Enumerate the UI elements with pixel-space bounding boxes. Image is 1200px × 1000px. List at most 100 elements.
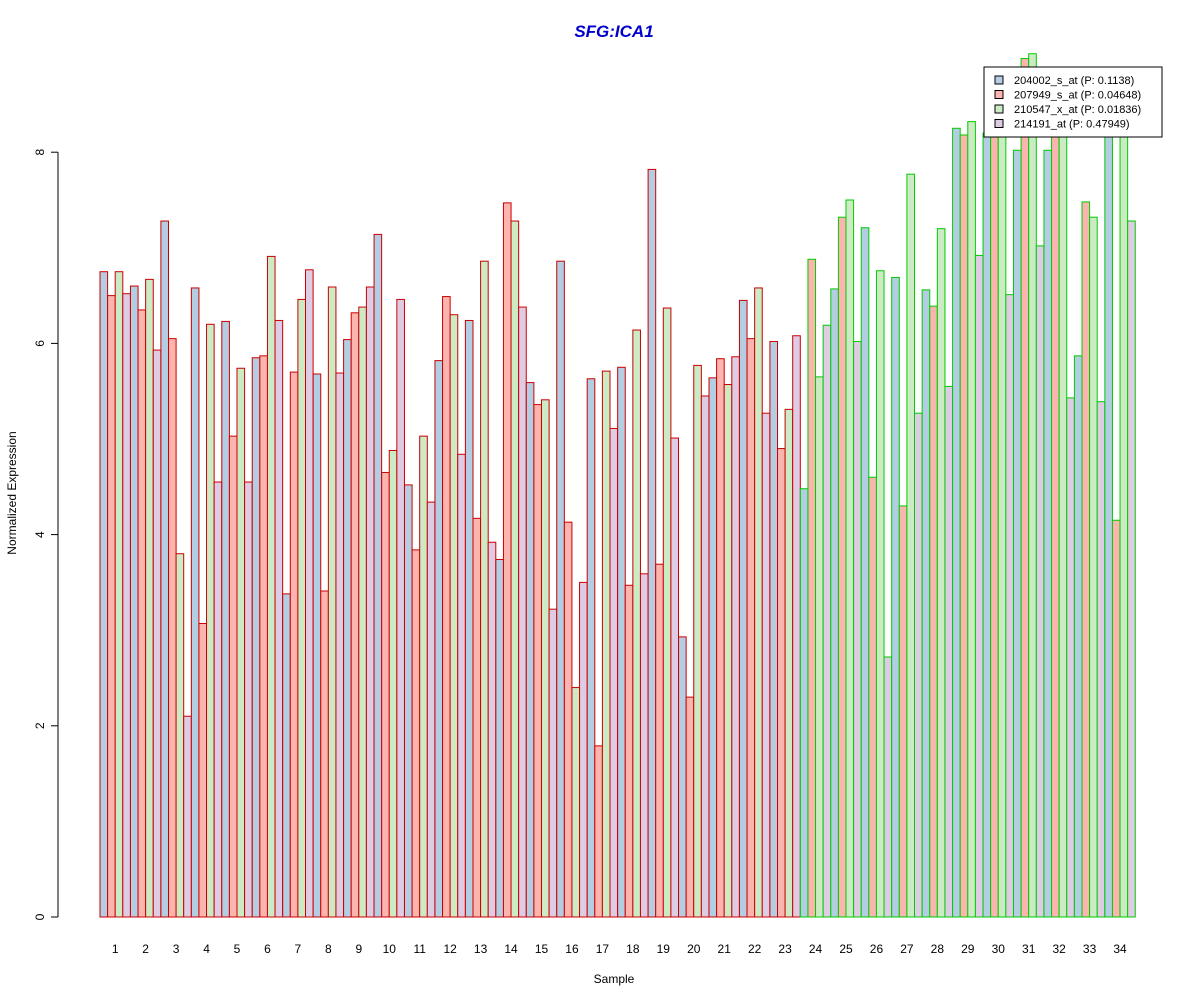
bar-sample-21-series-1 [708, 377, 718, 918]
bar-sample-31-series-2 [1020, 58, 1030, 918]
x-tick-label: 17 [596, 942, 610, 956]
legend-entry: 214191_at (P: 0.47949) [1014, 119, 1130, 131]
x-tick-label: 27 [900, 942, 914, 956]
plot-area [99, 53, 1136, 918]
x-tick-label: 24 [809, 942, 823, 956]
bar-sample-3-series-3 [175, 553, 185, 918]
x-tick-label: 23 [778, 942, 792, 956]
bar-sample-9-series-1 [343, 339, 352, 918]
bar-sample-2-series-1 [129, 285, 139, 918]
bar-sample-8-series-2 [320, 590, 329, 918]
bar-sample-12-series-1 [434, 360, 444, 918]
x-tick-label: 14 [504, 942, 518, 956]
x-tick-label: 10 [383, 942, 397, 956]
bar-sample-27-series-2 [898, 505, 908, 918]
bar-sample-17-series-3 [601, 370, 611, 918]
bar-sample-13-series-3 [480, 260, 489, 918]
bar-sample-34-series-3 [1119, 123, 1129, 918]
bar-sample-12-series-3 [449, 314, 459, 918]
bar-sample-11-series-2 [411, 549, 421, 918]
bar-sample-18-series-4 [639, 573, 649, 918]
bar-sample-3-series-4 [183, 715, 192, 918]
bar-sample-33-series-1 [1073, 355, 1083, 918]
bar-sample-15-series-2 [533, 404, 543, 918]
bar-sample-27-series-1 [891, 276, 900, 918]
x-tick-label: 30 [992, 942, 1006, 956]
bar-sample-10-series-2 [381, 471, 390, 918]
bar-sample-6-series-1 [251, 357, 261, 918]
bar-sample-25-series-1 [830, 288, 839, 918]
bar-sample-14-series-4 [518, 306, 527, 918]
bar-sample-24-series-2 [807, 258, 817, 918]
bar-sample-19-series-2 [655, 563, 664, 918]
bar-sample-2-series-4 [152, 349, 162, 918]
bar-sample-20-series-3 [693, 364, 702, 918]
bar-sample-9-series-4 [365, 286, 375, 918]
bar-sample-8-series-4 [335, 372, 345, 918]
x-tick-label: 2 [142, 942, 149, 956]
bar-sample-25-series-3 [845, 199, 855, 918]
bar-sample-12-series-4 [457, 453, 466, 918]
x-tick-label: 22 [748, 942, 762, 956]
bar-sample-8-series-3 [327, 286, 337, 918]
y-axis: 0 2 4 6 8 [33, 149, 59, 920]
x-tick-label: 9 [355, 942, 362, 956]
x-tick-label: 5 [234, 942, 241, 956]
y-tick-label: 4 [33, 531, 47, 538]
bar-sample-18-series-3 [632, 329, 641, 918]
bar-sample-31-series-4 [1035, 245, 1045, 918]
bar-sample-29-series-1 [952, 127, 961, 918]
bar-sample-34-series-2 [1111, 519, 1121, 918]
y-tick-label: 0 [33, 913, 47, 920]
x-tick-label: 4 [203, 942, 210, 956]
bar-sample-32-series-1 [1043, 149, 1053, 918]
bar-sample-1-series-2 [107, 295, 116, 918]
x-tick-label: 31 [1022, 942, 1036, 956]
bar-sample-1-series-1 [99, 271, 109, 918]
x-tick-label: 25 [839, 942, 853, 956]
bar-sample-13-series-2 [472, 517, 482, 918]
bar-sample-15-series-1 [525, 382, 535, 918]
bar-sample-29-series-3 [967, 121, 976, 918]
x-tick-label: 8 [325, 942, 332, 956]
bar-sample-21-series-3 [723, 384, 733, 918]
bar-sample-23-series-3 [784, 408, 794, 918]
bar-sample-5-series-4 [244, 481, 253, 918]
bar-sample-17-series-4 [609, 427, 619, 918]
bar-sample-10-series-1 [373, 233, 383, 918]
x-tick-label: 15 [535, 942, 549, 956]
bar-sample-14-series-2 [502, 202, 512, 918]
bar-sample-24-series-4 [822, 324, 832, 918]
bar-sample-5-series-2 [228, 435, 238, 918]
bar-sample-22-series-1 [738, 299, 748, 918]
legend-swatch [994, 75, 1004, 85]
legend-entry: 207949_s_at (P: 0.04648) [1014, 90, 1141, 102]
bar-sample-25-series-4 [853, 340, 862, 918]
bar-sample-22-series-3 [754, 287, 763, 918]
bar-sample-23-series-1 [769, 340, 779, 918]
bar-sample-2-series-3 [145, 278, 154, 918]
bar-sample-23-series-2 [777, 448, 786, 918]
bar-sample-28-series-4 [944, 385, 954, 918]
y-tick-label: 2 [33, 722, 47, 729]
x-tick-label: 6 [264, 942, 271, 956]
bar-sample-6-series-2 [259, 355, 268, 918]
bar-sample-34-series-1 [1104, 123, 1113, 918]
bar-sample-19-series-1 [647, 168, 657, 918]
x-tick-label: 16 [565, 942, 579, 956]
bar-sample-32-series-3 [1058, 123, 1068, 918]
bar-sample-17-series-1 [586, 378, 596, 918]
bar-sample-4-series-1 [190, 287, 200, 918]
x-tick-label: 20 [687, 942, 701, 956]
legend-entry: 210547_x_at (P: 0.01836) [1014, 104, 1141, 116]
bar-sample-8-series-1 [312, 373, 322, 918]
bar-sample-30-series-2 [990, 123, 999, 918]
x-tick-label: 29 [961, 942, 975, 956]
bar-sample-18-series-1 [617, 366, 626, 918]
x-tick-label: 34 [1113, 942, 1127, 956]
bar-sample-16-series-3 [571, 687, 581, 918]
bar-sample-32-series-2 [1051, 123, 1060, 918]
bar-sample-33-series-4 [1096, 401, 1106, 918]
bar-sample-30-series-4 [1005, 294, 1014, 918]
